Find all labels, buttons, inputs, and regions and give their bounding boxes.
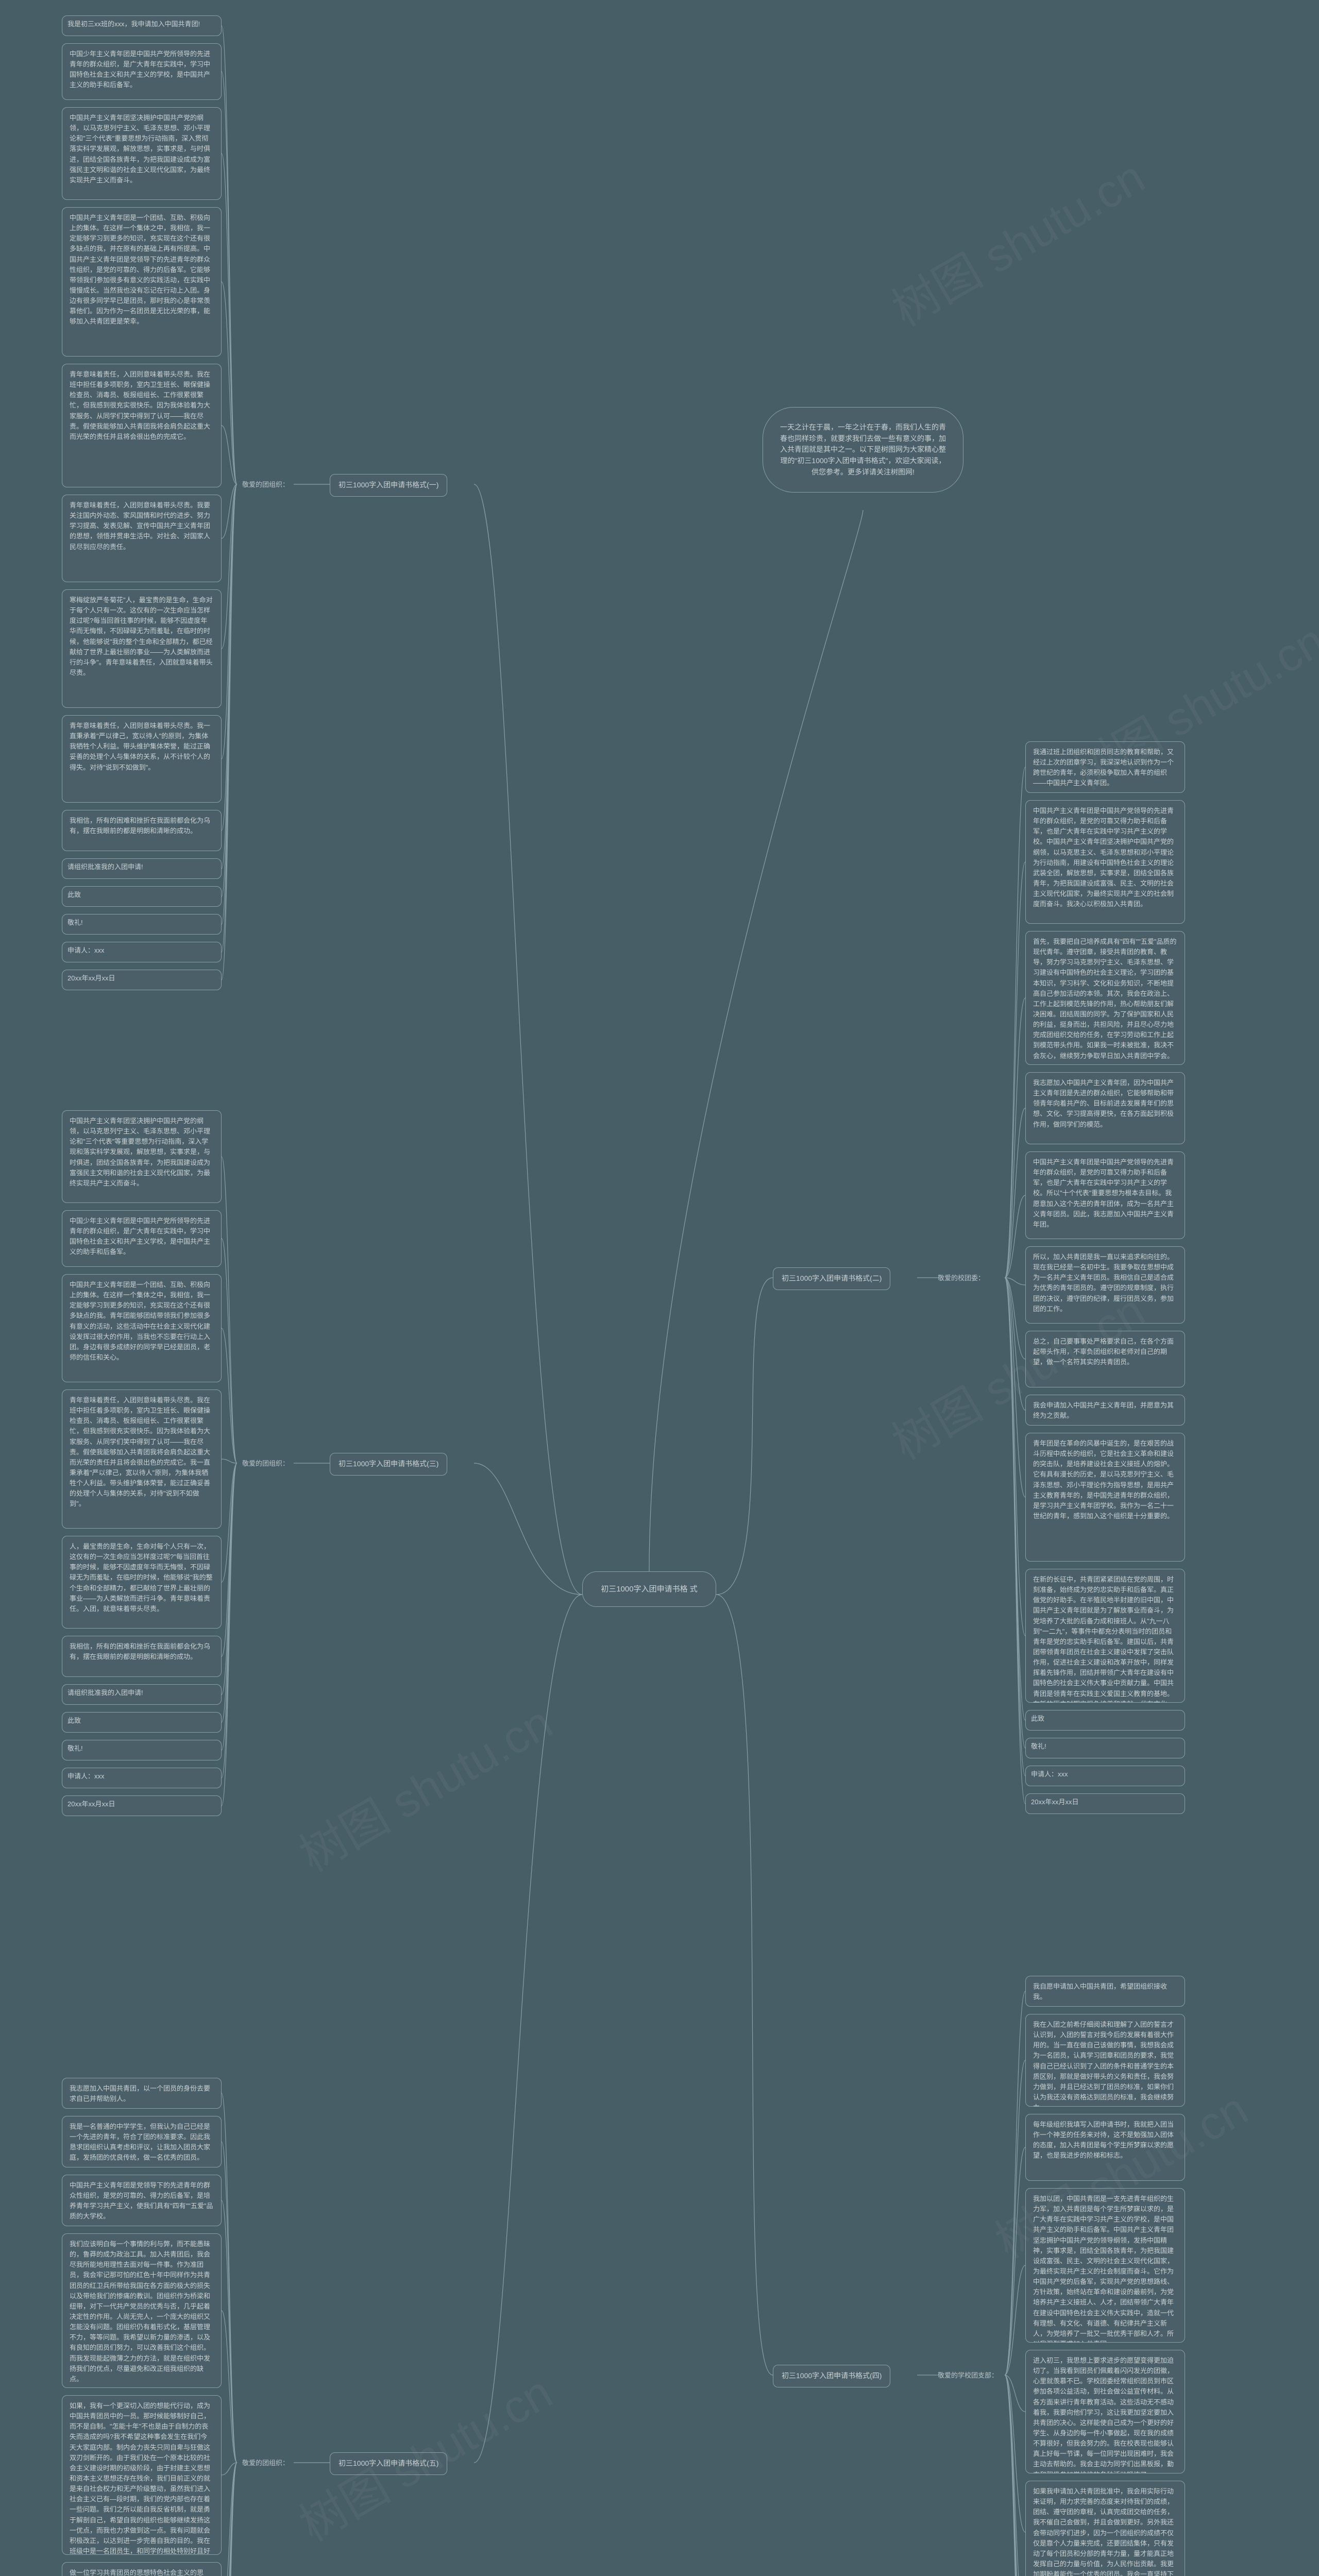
leaf-node: 我在入团之前希仔细阅读和理解了入团的誓言才认识到，入团的誓言对我今后的发展有着很… — [1025, 2014, 1185, 2107]
watermark: 树图 shutu.cn — [285, 1686, 562, 1884]
leaf-node: 我们应该明白每一个事情的利与弊，而不能愚昧的，鲁莽的成为政治工具。加入共青团后，… — [62, 2233, 222, 2388]
branch-subhead: 敬爱的校团委： — [938, 1273, 985, 1282]
leaf-node: 如果我申请加入共青团批准中，我会用实际行动来证明，用力求完善的态度来对待我们的成… — [1025, 2481, 1185, 2576]
leaf-node: 人，最宝贵的是生命，生命对每个人只有一次，这仅有的一次生命应当怎样度过呢?"每当… — [62, 1536, 222, 1629]
leaf-node: 此致 — [62, 886, 222, 907]
leaf-node: 青年意味着责任，入团则意味着带头尽责。我要关注国内外动态、家风国情和时代的进步、… — [62, 495, 222, 582]
intro-text: 一天之计在于晨，一年之计在于春，而我们人生的青春也同样珍贵，就要求我们去做一些有… — [780, 423, 946, 476]
leaf-node: 我相信，所有的困难和挫折在我面前都会化为乌有，摆在我眼前的都是明朗和清晰的成功。 — [62, 1636, 222, 1677]
leaf-node: 总之，自己要事事处严格要求自己，在各个方面起带头作用，不辜负团组织和老师对自己的… — [1025, 1331, 1185, 1387]
leaf-node: 青年团是在革命的风暴中诞生的，是在艰苦的战斗历程中成长的组织，它是社会主义革命和… — [1025, 1433, 1185, 1562]
leaf-node: 做一位学习共青团员的思想特色社会主义的思想、文化和管理劳动安全的宝贵财富。从我做… — [62, 2562, 222, 2576]
center-node: 初三1000字入团申请书格 式 — [582, 1571, 716, 1607]
leaf-node: 每年级组织我填写入团申请书时，我就把入团当作一个神圣的任务来对待，这不是勉强加入… — [1025, 2114, 1185, 2181]
branch-node: 初三1000字入团申请书格式(二) — [773, 1267, 890, 1290]
leaf-node: 20xx年xx月xx日 — [62, 970, 222, 990]
leaf-node: 中国共产主义青年团是党领导下的先进青年的群众性组织，是党的可靠的、得力的后备军，… — [62, 2175, 222, 2226]
leaf-node: 20xx年xx月xx日 — [62, 1795, 222, 1816]
intro-node: 一天之计在于晨，一年之计在于春，而我们人生的青春也同样珍贵，就要求我们去做一些有… — [763, 407, 963, 493]
leaf-node: 首先，我要把自己培养成具有"四有""五爱"品质的现代青年。遵守团章，接受共青团的… — [1025, 931, 1185, 1065]
leaf-node: 如果，我有一个更深切入团的想能代行动，成为中国共青团员中的一员。那时候能够制好自… — [62, 2395, 222, 2555]
leaf-node: 寒梅绽放严冬菊花"人，最宝贵的是生命，生命对于每个人只有一次。这仅有的一次生命应… — [62, 589, 222, 708]
leaf-node: 青年意味着责任，入团则意味着带头尽责。我在班中担任着多项职务，室内卫生班长、眼保… — [62, 364, 222, 487]
leaf-node: 我加以团，中国共青团是一支先进青年组织的生力军，加入共青团是每个学生所梦寐以求的… — [1025, 2188, 1185, 2343]
leaf-node: 申请人：xxx — [62, 1768, 222, 1788]
leaf-node: 我是一名普通的中学学生，但我认为自己已经是一个先进的青年，符合了团的标准要求。因… — [62, 2116, 222, 2167]
leaf-node: 我志愿加入中国共产主义青年团，因为中国共产主义青年团是先进的群众组织，它能够帮助… — [1025, 1072, 1185, 1144]
leaf-node: 青年意味着责任，入团则意味着带头尽责。我在班中担任着多项职务，室内卫生班长、眼保… — [62, 1389, 222, 1529]
branch-node: 初三1000字入团申请书格式(四) — [773, 2365, 890, 2387]
leaf-node: 我自愿申请加入中国共青团，希望团组织接收我。 — [1025, 1976, 1185, 2007]
leaf-node: 中国共产主义青年团坚决拥护中国共产党的纲领，以马克思列宁主义、毛泽东思想、邓小平… — [62, 107, 222, 200]
leaf-node: 我通过班上团组织和团员同志的教育和帮助，又经过上次的团章学习，我深深地认识到作为… — [1025, 741, 1185, 793]
leaf-node: 我会申请加入中国共产主义青年团，并愿意为其终为之贡献。 — [1025, 1395, 1185, 1426]
branch-node: 初三1000字入团申请书格式(五) — [330, 2452, 447, 2475]
leaf-node: 敬礼! — [62, 1740, 222, 1760]
leaf-node: 进入初三，我思想上要求进步的愿望变得更加迫切了。当我看到团员们佩戴着闪闪发光的团… — [1025, 2350, 1185, 2473]
leaf-node: 请组织批准我的入团申请! — [62, 1684, 222, 1705]
leaf-node: 请组织批准我的入团申请! — [62, 858, 222, 879]
leaf-node: 我是初三xx班的xxx，我申请加入中国共青团! — [62, 15, 222, 36]
branch-subhead: 敬爱的团组织： — [242, 2458, 289, 2467]
branch-subhead: 敬爱的团组织： — [242, 479, 289, 489]
branch-subhead: 敬爱的团组织： — [242, 1458, 289, 1468]
leaf-node: 申请人：xxx — [1025, 1766, 1185, 1786]
leaf-node: 敬礼! — [62, 914, 222, 935]
leaf-node: 中国共产主义青年团坚决拥护中国共产党的纲领，以马克思列宁主义、毛泽东思想、邓小平… — [62, 1110, 222, 1203]
branch-node: 初三1000字入团申请书格式(三) — [330, 1453, 447, 1476]
branch-node: 初三1000字入团申请书格式(一) — [330, 474, 447, 497]
leaf-node: 我志愿加入中国共青团，以一个团员的身份去要求自已并帮助别人。 — [62, 2078, 222, 2109]
center-title: 初三1000字入团申请书格 式 — [601, 1585, 698, 1594]
leaf-node: 中国少年主义青年团是中国共产党所领导的先进青年的群众组织，是广大青年在实践中，学… — [62, 43, 222, 100]
leaf-node: 我相信，所有的困难和挫折在我面前都会化为乌有，摆在我眼前的都是明朗和清晰的成功。 — [62, 810, 222, 851]
leaf-node: 此致 — [1025, 1710, 1185, 1731]
leaf-node: 此致 — [62, 1712, 222, 1733]
leaf-node: 中国共产主义青年团是中国共产党领导的先进青年的群众组织，是党的可靠又得力助手和后… — [1025, 800, 1185, 924]
leaf-node: 中国少年主义青年团是中国共产党所领导的先进青年的群众组织，是广大青年在实践中，学… — [62, 1210, 222, 1267]
leaf-node: 中国共产主义青年团是一个团结、互助、积极向上的集体。在这样一个集体之中，我相信，… — [62, 1274, 222, 1382]
leaf-node: 20xx年xx月xx日 — [1025, 1793, 1185, 1814]
leaf-node: 中国共产主义青年团是中国共产党领导的先进青年的群众组织，是党的可靠又得力助手和后… — [1025, 1151, 1185, 1239]
leaf-node: 敬礼! — [1025, 1738, 1185, 1758]
leaf-node: 所以，加入共青团是我一直以来追求和向往的。现在我已经是一名初中生。我要争取在思想… — [1025, 1246, 1185, 1324]
leaf-node: 申请人：xxx — [62, 942, 222, 962]
leaf-node: 青年意味着责任，入团则意味着带头尽责。我一直秉承着"严以律己，宽以待人"的原则，… — [62, 715, 222, 803]
leaf-node: 在新的长征中，共青团紧紧团结在党的周围，时刻准备，始终成为党的忠实助手和后备军。… — [1025, 1569, 1185, 1703]
watermark: 树图 shutu.cn — [878, 140, 1155, 338]
leaf-node: 中国共产主义青年团是一个团结、互助、积极向上的集体。在这样一个集体之中，我相信，… — [62, 207, 222, 357]
branch-subhead: 敬爱的学校团支部： — [938, 2370, 998, 2380]
